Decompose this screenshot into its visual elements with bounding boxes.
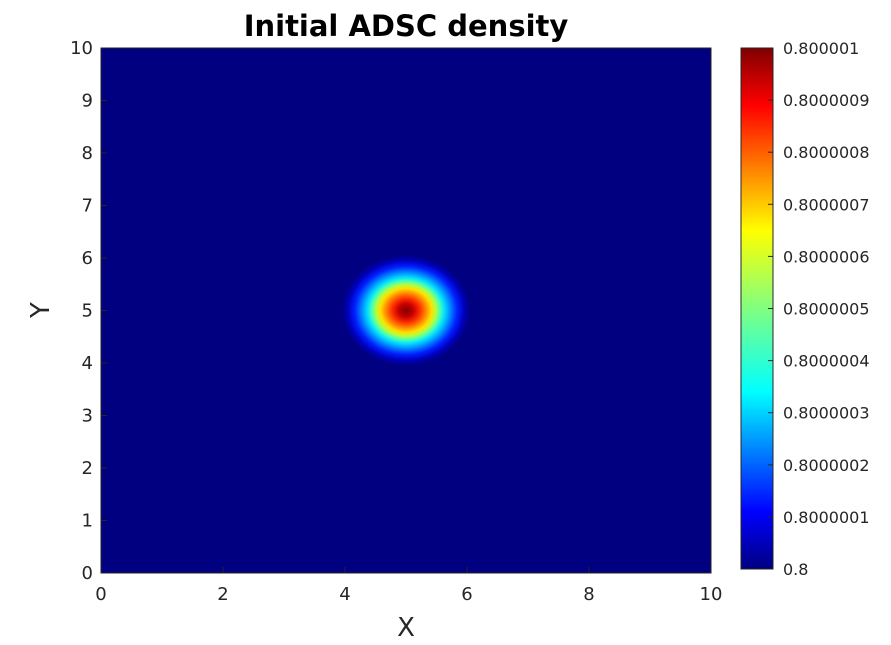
colorbar-tick-label: 0.8000004 (783, 352, 870, 371)
x-tick-label: 2 (217, 584, 228, 605)
y-tick-label: 8 (82, 143, 93, 164)
colorbar-tick-label: 0.8000009 (783, 91, 870, 110)
y-tick-label: 0 (82, 563, 93, 584)
y-axis-ticks: 0 1 2 3 4 5 6 7 8 9 10 (70, 38, 107, 584)
y-axis-label: Y (26, 302, 56, 319)
colorbar-tick-label: 0.8000006 (783, 247, 870, 266)
y-tick-label: 3 (82, 406, 93, 427)
x-axis-ticks: 0 2 4 6 8 10 (95, 567, 722, 605)
colorbar-tick-label: 0.8 (783, 560, 808, 579)
y-tick-label: 1 (82, 511, 93, 532)
colorbar-tick-label: 0.800001 (783, 39, 859, 58)
x-tick-label: 6 (461, 584, 472, 605)
density-peak (341, 255, 471, 366)
y-tick-label: 5 (82, 301, 93, 322)
colorbar-tick-label: 0.8000002 (783, 456, 870, 475)
y-tick-label: 10 (70, 38, 93, 59)
colorbar (740, 47, 774, 570)
x-tick-label: 8 (583, 584, 594, 605)
y-tick-label: 9 (82, 91, 93, 112)
x-tick-label: 4 (339, 584, 350, 605)
colorbar-tick-label: 0.8000007 (783, 195, 870, 214)
y-tick-label: 2 (82, 458, 93, 479)
y-tick-label: 7 (82, 196, 93, 217)
colorbar-tick-label: 0.8000005 (783, 300, 870, 319)
colorbar-tick-label: 0.8000001 (783, 508, 870, 527)
colorbar-ticks: 0.8 0.8000001 0.8000002 0.8000003 0.8000004 0… (768, 39, 870, 579)
colorbar-tick-label: 0.8000003 (783, 404, 870, 423)
colorbar-tick-label: 0.8000008 (783, 143, 870, 162)
y-tick-label: 6 (82, 248, 93, 269)
chart-title: Initial ADSC density (244, 9, 569, 43)
x-tick-label: 10 (700, 584, 723, 605)
x-tick-label: 0 (95, 584, 106, 605)
x-axis-label: X (397, 613, 415, 643)
y-tick-label: 4 (82, 353, 93, 374)
